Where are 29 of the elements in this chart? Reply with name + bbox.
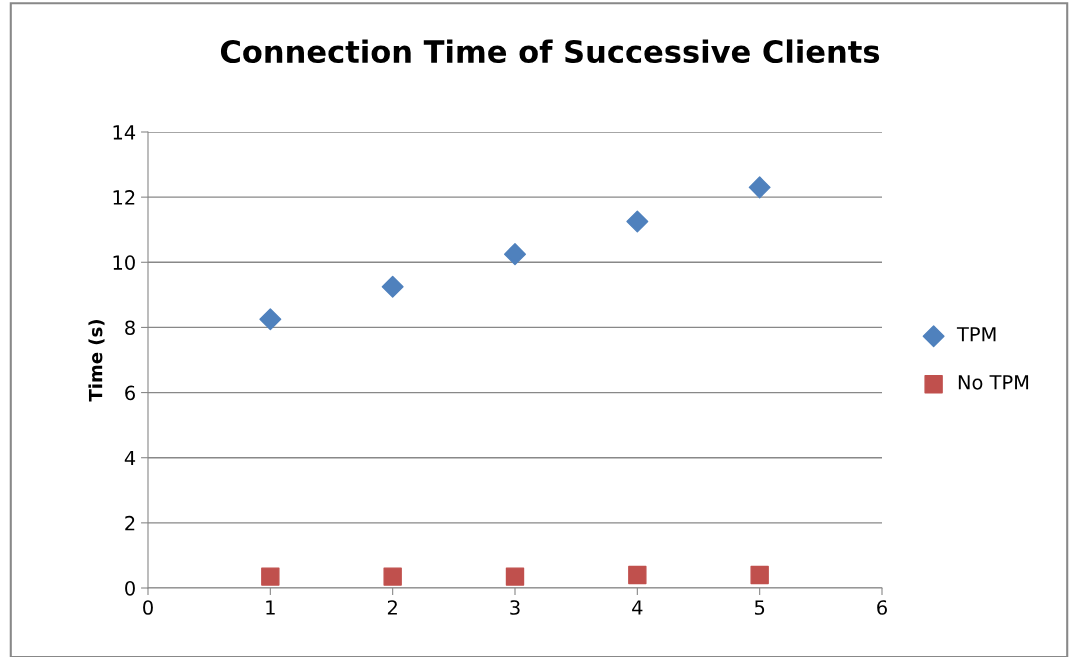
y-tick-label: 8 — [125, 320, 135, 336]
point — [504, 243, 526, 266]
point — [748, 176, 771, 199]
x-tick-label: 2 — [387, 600, 397, 615]
y-tick-label: 6 — [125, 385, 135, 401]
legend-label: TPM — [956, 327, 996, 342]
point — [505, 567, 525, 586]
x-tick-label: 4 — [632, 600, 643, 615]
y-tick-label: 14 — [113, 125, 136, 140]
point — [381, 275, 404, 298]
x-tick-label: 5 — [754, 600, 765, 615]
x-tick-label: 1 — [266, 600, 275, 615]
point — [383, 567, 402, 586]
x-tick-label: 0 — [143, 600, 153, 615]
y-tick-label: 2 — [125, 515, 135, 531]
y-tick-label: 12 — [113, 190, 135, 205]
point — [626, 210, 649, 233]
chart-title: Connection Time of Successive Clients — [220, 39, 880, 64]
point — [261, 567, 280, 586]
x-tick-label: 3 — [510, 600, 520, 615]
point — [750, 565, 769, 585]
y-tick-label: 0 — [125, 580, 135, 596]
legend-label: No TPM — [958, 375, 1029, 390]
x-tick-label: 6 — [877, 600, 887, 615]
y-tick-label: 4 — [124, 450, 136, 466]
point — [259, 308, 282, 331]
y-axis-title: Time (s) — [88, 320, 105, 402]
y-tick-label: 10 — [113, 255, 135, 270]
point — [628, 565, 647, 585]
